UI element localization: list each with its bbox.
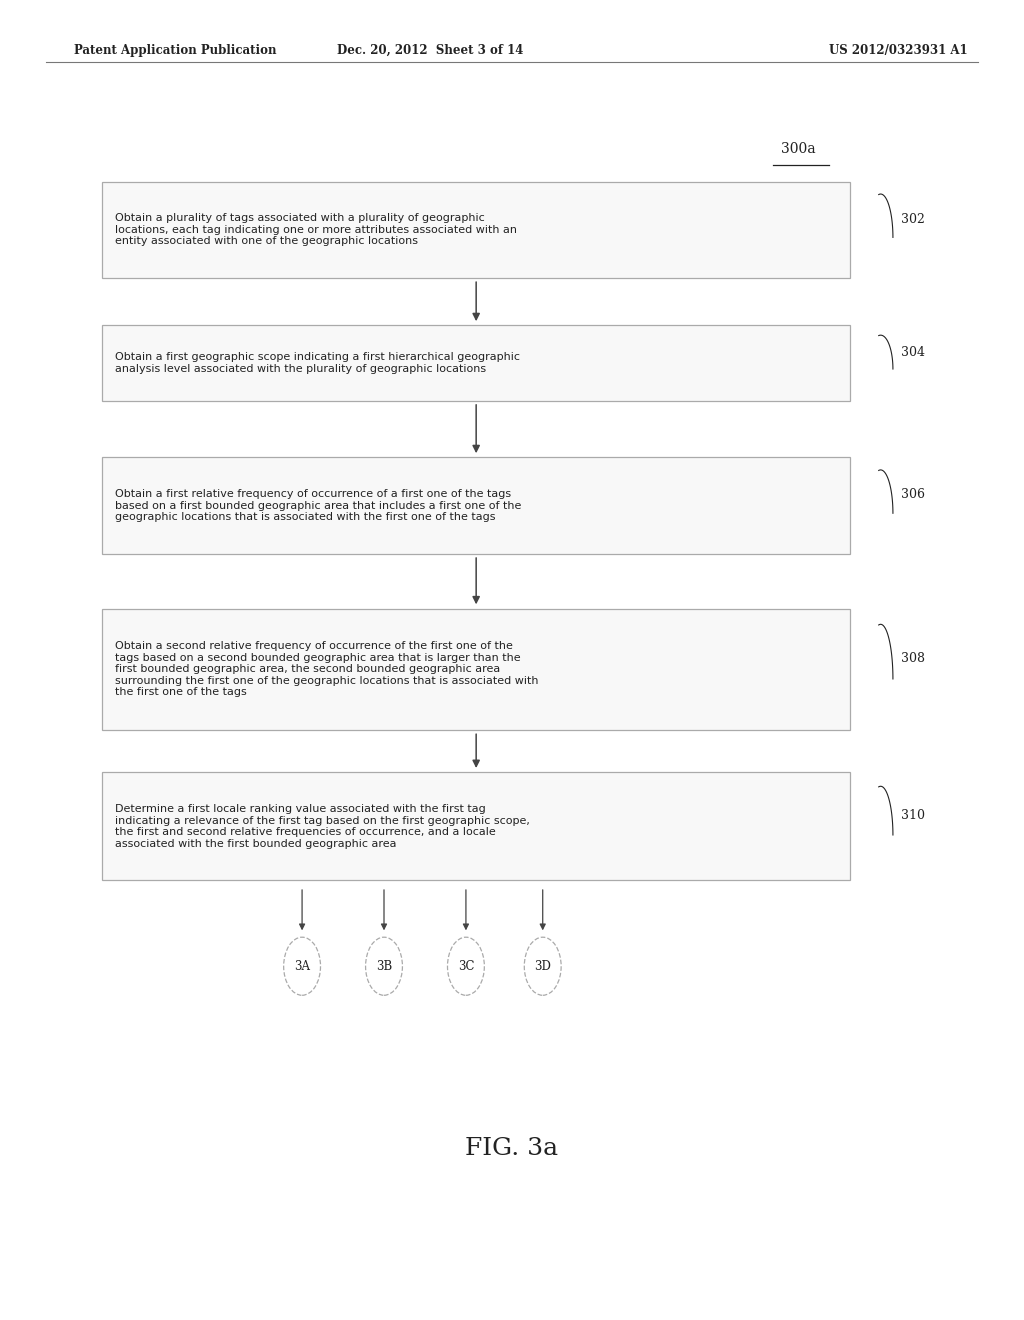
- Text: Patent Application Publication: Patent Application Publication: [74, 44, 276, 57]
- Text: FIG. 3a: FIG. 3a: [466, 1137, 558, 1160]
- Text: 308: 308: [901, 652, 925, 665]
- FancyBboxPatch shape: [102, 325, 850, 401]
- Text: Determine a first locale ranking value associated with the first tag
indicating : Determine a first locale ranking value a…: [115, 804, 529, 849]
- Text: Obtain a second relative frequency of occurrence of the first one of the
tags ba: Obtain a second relative frequency of oc…: [115, 642, 539, 697]
- Text: Obtain a plurality of tags associated with a plurality of geographic
locations, : Obtain a plurality of tags associated wi…: [115, 213, 517, 247]
- Text: 304: 304: [901, 346, 925, 359]
- FancyBboxPatch shape: [102, 609, 850, 730]
- Text: 3D: 3D: [535, 960, 551, 973]
- Text: Obtain a first geographic scope indicating a first hierarchical geographic
analy: Obtain a first geographic scope indicati…: [115, 352, 520, 374]
- FancyBboxPatch shape: [102, 181, 850, 279]
- Text: 3A: 3A: [294, 960, 310, 973]
- Text: 302: 302: [901, 213, 925, 226]
- FancyBboxPatch shape: [102, 458, 850, 554]
- Text: 3B: 3B: [376, 960, 392, 973]
- Text: 306: 306: [901, 488, 925, 502]
- Text: 3C: 3C: [458, 960, 474, 973]
- Text: US 2012/0323931 A1: US 2012/0323931 A1: [829, 44, 968, 57]
- Text: 300a: 300a: [781, 143, 816, 156]
- Text: Dec. 20, 2012  Sheet 3 of 14: Dec. 20, 2012 Sheet 3 of 14: [337, 44, 523, 57]
- FancyBboxPatch shape: [102, 772, 850, 880]
- Text: 310: 310: [901, 809, 925, 822]
- Text: Obtain a first relative frequency of occurrence of a first one of the tags
based: Obtain a first relative frequency of occ…: [115, 488, 521, 523]
